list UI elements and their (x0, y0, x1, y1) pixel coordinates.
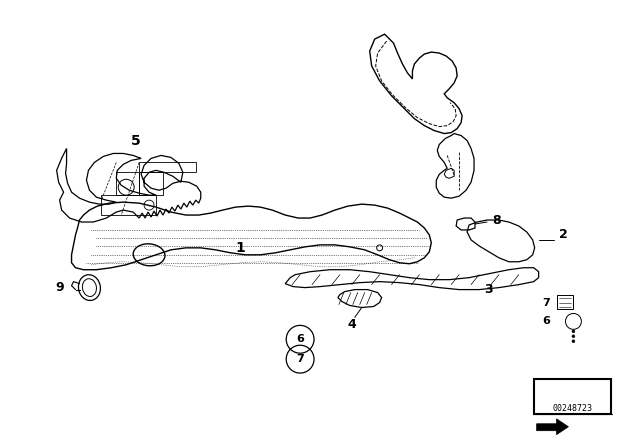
Text: 6: 6 (296, 334, 304, 344)
Text: 1: 1 (236, 241, 245, 255)
Text: 00248723: 00248723 (552, 405, 593, 414)
Text: 4: 4 (348, 318, 356, 331)
Polygon shape (537, 419, 568, 435)
Text: 8: 8 (493, 214, 501, 227)
Text: 9: 9 (55, 281, 64, 294)
Bar (534, 379, 611, 414)
Text: 3: 3 (484, 283, 493, 296)
Text: 2: 2 (559, 228, 568, 241)
Circle shape (572, 340, 575, 343)
Circle shape (572, 335, 575, 338)
Circle shape (572, 330, 575, 333)
Text: 7: 7 (543, 297, 550, 307)
Text: 7: 7 (296, 354, 304, 364)
Text: 6: 6 (543, 316, 550, 327)
Text: 5: 5 (131, 134, 141, 147)
